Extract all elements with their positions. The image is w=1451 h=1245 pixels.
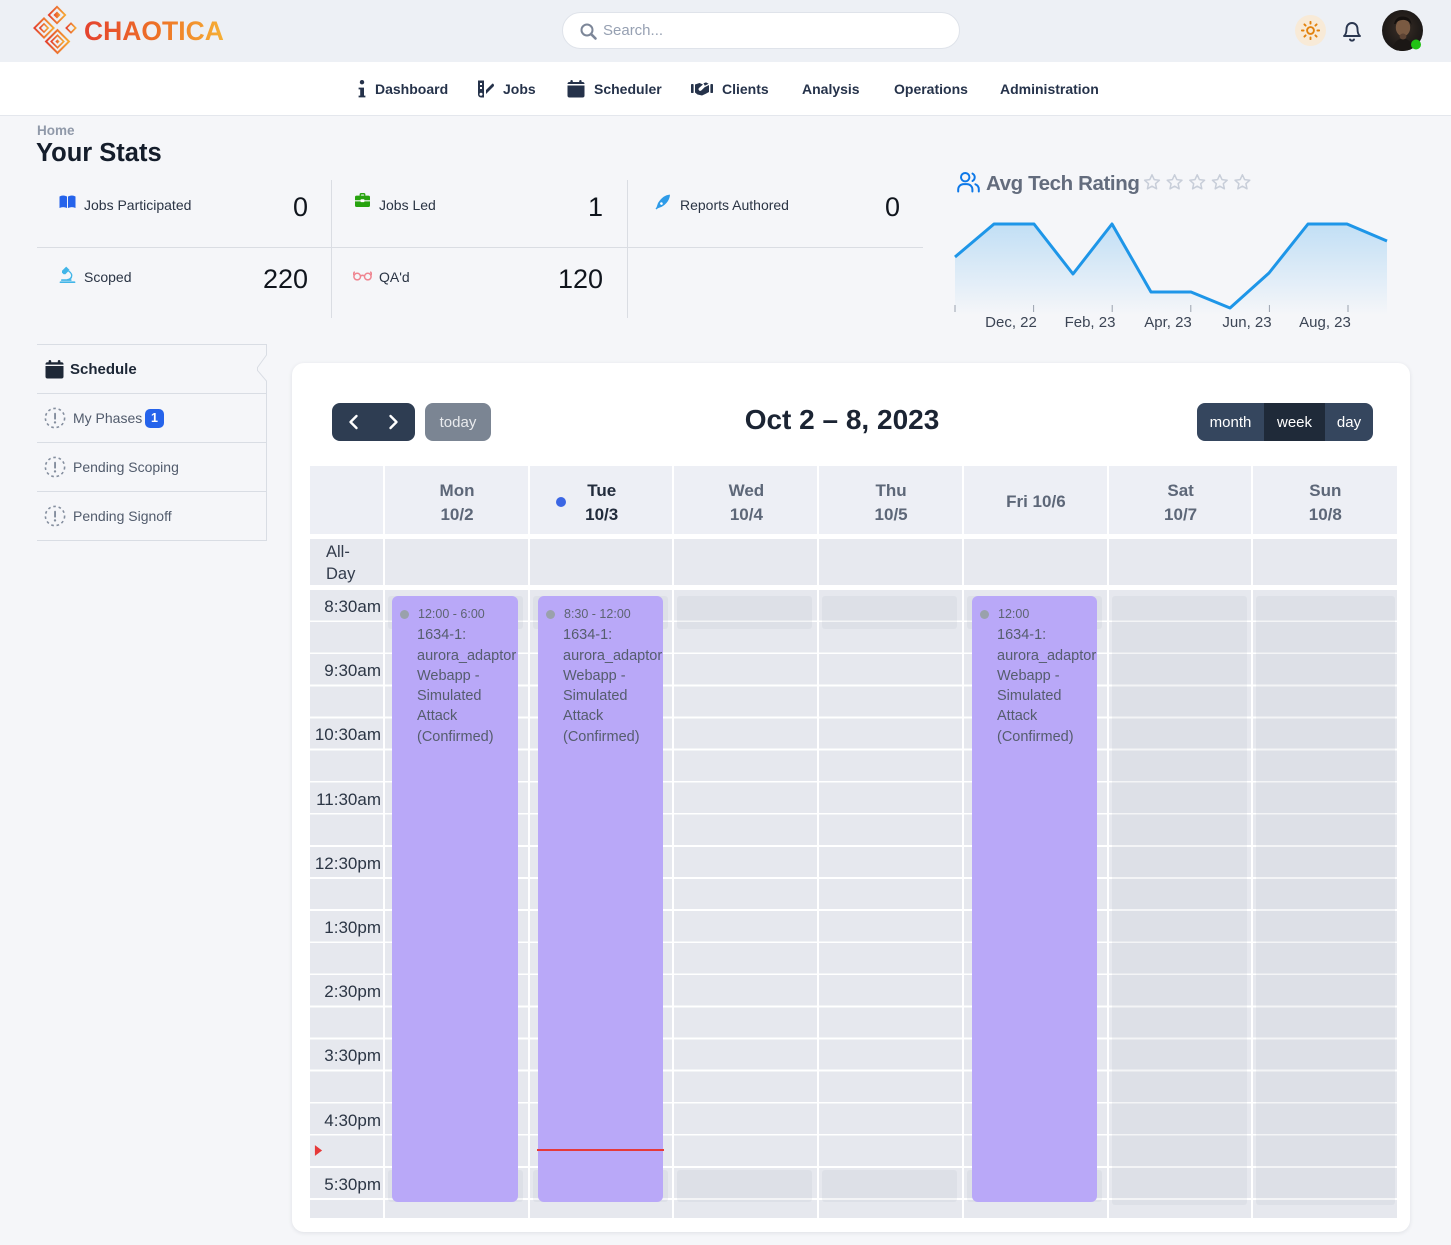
svg-text:Feb, 23: Feb, 23	[1065, 314, 1116, 331]
svg-text:Apr, 23: Apr, 23	[1144, 314, 1192, 331]
svg-text:Dec, 22: Dec, 22	[985, 314, 1037, 331]
svg-text:Aug, 23: Aug, 23	[1299, 314, 1351, 331]
svg-text:Jun, 23: Jun, 23	[1222, 314, 1271, 331]
